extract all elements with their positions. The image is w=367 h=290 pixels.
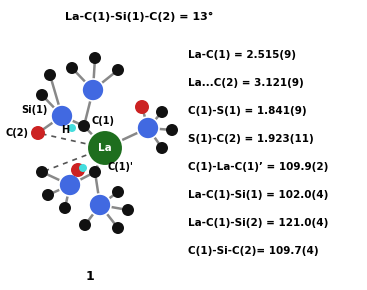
- Text: C(1): C(1): [92, 116, 115, 126]
- Circle shape: [112, 186, 124, 198]
- Circle shape: [78, 120, 90, 132]
- Text: C(1)-S(1) = 1.841(9): C(1)-S(1) = 1.841(9): [188, 106, 306, 116]
- Circle shape: [122, 204, 134, 216]
- Circle shape: [59, 174, 81, 196]
- Text: C(1)-La-C(1)’ = 109.9(2): C(1)-La-C(1)’ = 109.9(2): [188, 162, 328, 172]
- Text: La-C(1)-Si(1)-C(2) = 13°: La-C(1)-Si(1)-C(2) = 13°: [65, 12, 214, 22]
- Text: La: La: [98, 143, 112, 153]
- Text: 1: 1: [86, 270, 94, 283]
- Circle shape: [42, 189, 54, 201]
- Circle shape: [71, 163, 85, 177]
- Circle shape: [156, 142, 168, 154]
- Text: La-C(1)-Si(2) = 121.0(4): La-C(1)-Si(2) = 121.0(4): [188, 218, 328, 228]
- Text: C(1)-Si-C(2)= 109.7(4): C(1)-Si-C(2)= 109.7(4): [188, 246, 319, 256]
- Circle shape: [79, 164, 87, 172]
- Text: La-C(1)-Si(1) = 102.0(4): La-C(1)-Si(1) = 102.0(4): [188, 190, 328, 200]
- Text: S(1)-C(2) = 1.923(11): S(1)-C(2) = 1.923(11): [188, 134, 314, 144]
- Circle shape: [112, 64, 124, 76]
- Circle shape: [135, 100, 149, 114]
- Circle shape: [137, 117, 159, 139]
- Circle shape: [59, 202, 71, 214]
- Circle shape: [31, 126, 45, 140]
- Circle shape: [166, 124, 178, 136]
- Text: La-C(1) = 2.515(9): La-C(1) = 2.515(9): [188, 50, 296, 60]
- Circle shape: [87, 130, 123, 166]
- Circle shape: [112, 222, 124, 234]
- Circle shape: [51, 105, 73, 127]
- Circle shape: [36, 166, 48, 178]
- Circle shape: [44, 69, 56, 81]
- Circle shape: [36, 89, 48, 101]
- Circle shape: [89, 194, 111, 216]
- Circle shape: [82, 79, 104, 101]
- Circle shape: [66, 62, 78, 74]
- Text: La...C(2) = 3.121(9): La...C(2) = 3.121(9): [188, 78, 304, 88]
- Circle shape: [79, 219, 91, 231]
- Circle shape: [68, 124, 76, 132]
- Text: Si(1): Si(1): [22, 105, 48, 115]
- Circle shape: [156, 106, 168, 118]
- Text: C(2): C(2): [5, 128, 28, 138]
- Circle shape: [89, 166, 101, 178]
- Text: C(1)': C(1)': [107, 162, 133, 172]
- Circle shape: [89, 52, 101, 64]
- Text: H: H: [61, 125, 69, 135]
